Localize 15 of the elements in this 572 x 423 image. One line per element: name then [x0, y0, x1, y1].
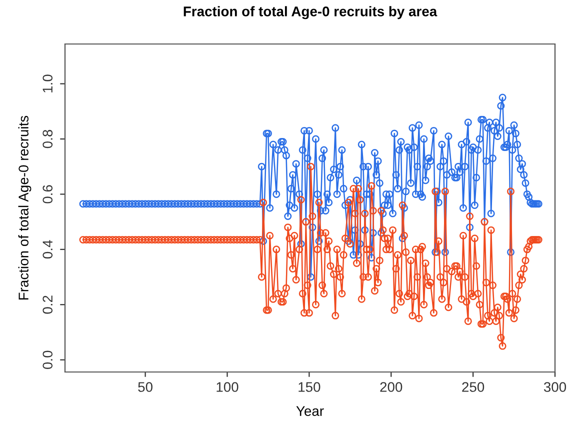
y-tick-label: 0.4: [42, 240, 53, 259]
y-tick-label: 1.0: [42, 74, 53, 92]
x-tick-label: 200: [380, 382, 402, 392]
x-tick-label: 150: [298, 382, 320, 392]
y-axis-title: Fraction of total Age-0 recruits: [18, 116, 32, 300]
y-tick-label: 0.8: [42, 130, 53, 148]
y-tick-label: 0.6: [42, 185, 53, 204]
x-axis-title: Year: [296, 406, 324, 416]
x-tick-label: 100: [216, 382, 238, 392]
y-tick-label: 0.2: [42, 296, 53, 314]
x-tick-label: 300: [544, 382, 566, 392]
x-tick-label: 250: [462, 382, 484, 392]
x-tick-label: 50: [138, 382, 152, 392]
chart-title: Fraction of total Age-0 recruits by area: [184, 6, 438, 20]
y-tick-label: 0.0: [42, 350, 53, 369]
